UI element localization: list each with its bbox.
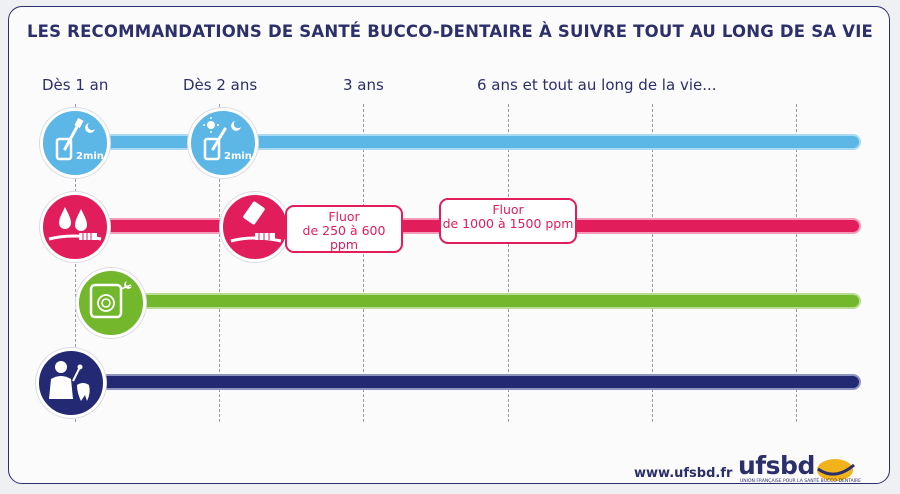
fluoride-box-dose: de 1000 à 1500 ppm <box>442 216 574 231</box>
toothpaste-tube-icon <box>220 192 290 262</box>
timer-label: 2min <box>224 151 252 162</box>
guide-line <box>652 104 653 422</box>
age-label-1-year: Dès 1 an <box>42 76 109 94</box>
guide-line <box>75 104 76 422</box>
brushing-sun-moon-icon: 2min <box>188 108 258 178</box>
dentist-timeline-bar <box>85 374 861 390</box>
logo-tagline: UNION FRANÇAISE POUR LA SANTÉ BUCCO-DENT… <box>740 479 862 484</box>
toothpaste-drops-icon <box>40 192 110 262</box>
guide-line <box>363 104 364 422</box>
ufsbd-logo: ufsbd <box>738 451 815 480</box>
guide-line <box>796 104 797 422</box>
timer-label: 2min <box>76 151 104 162</box>
dentist-icon <box>36 348 106 418</box>
fluoride-box-title: Fluor <box>492 202 524 217</box>
infographic-card <box>8 6 890 484</box>
fluoride-box-title: Fluor <box>328 209 360 224</box>
fluoride-box-low: Fluor de 250 à 600 ppm <box>285 205 403 253</box>
age-label-3-years: 3 ans <box>343 76 384 94</box>
dental-floss-icon <box>76 268 146 338</box>
fluoride-box-dose: de 250 à 600 ppm <box>302 223 386 252</box>
age-label-6-years: 6 ans et tout au long de la vie... <box>477 76 717 94</box>
website-link[interactable]: www.ufsbd.fr <box>634 466 733 481</box>
guide-line <box>508 104 509 422</box>
guide-line <box>219 104 220 422</box>
fluoride-box-high: Fluor de 1000 à 1500 ppm <box>439 198 577 244</box>
floss-timeline-bar <box>135 293 861 309</box>
brushing-icon: * 2min <box>40 108 110 178</box>
svg-text:*: * <box>97 116 100 123</box>
page-title: LES RECOMMANDATIONS DE SANTÉ BUCCO-DENTA… <box>26 22 874 41</box>
smile-logo-icon <box>817 459 855 481</box>
age-label-2-years: Dès 2 ans <box>183 76 258 94</box>
